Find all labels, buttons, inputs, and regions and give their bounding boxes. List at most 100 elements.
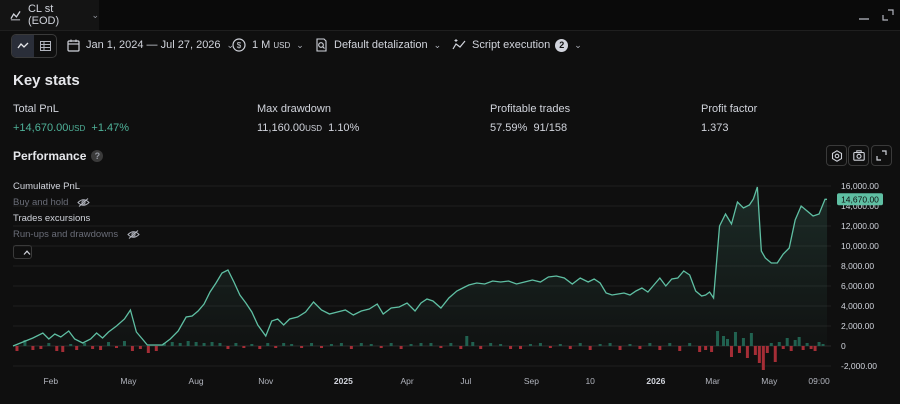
excursion-bar: [379, 346, 383, 348]
excursion-bar: [813, 346, 817, 351]
y-tick-label: 10,000.00: [841, 241, 879, 251]
y-tick-label: 16,000.00: [841, 181, 879, 191]
stat-profit-factor: Profit factor 1.373: [701, 103, 757, 134]
stat-number: +14,670.00: [13, 122, 69, 134]
excursion-bar: [737, 346, 741, 353]
x-tick-label: Mar: [705, 376, 720, 386]
help-icon[interactable]: ?: [91, 150, 104, 162]
excursion-bar: [31, 346, 35, 350]
y-tick-label: 6,000.00: [841, 281, 874, 291]
legend-label: Cumulative PnL: [13, 180, 81, 192]
cumulative-pnl-area: [13, 187, 828, 346]
stat-label: Total PnL: [13, 103, 59, 115]
x-tick-label: 09:00: [808, 376, 830, 386]
excursion-bar: [773, 346, 777, 362]
excursion-bar: [479, 346, 483, 349]
collapse-legend-button[interactable]: [13, 245, 32, 259]
excursion-bar: [226, 346, 230, 349]
detalization-selector[interactable]: Default detalization ⌄: [315, 33, 441, 57]
settings-button[interactable]: [826, 145, 847, 166]
y-tick-label: 14,000.00: [841, 201, 879, 211]
excursion-bar: [801, 346, 805, 350]
excursion-bar: [761, 346, 765, 370]
x-tick-label: Jul: [460, 376, 471, 386]
script-execution-selector[interactable]: Script execution 2 ⌄: [452, 33, 582, 57]
x-tick-label: Feb: [43, 376, 58, 386]
excursion-bar: [146, 346, 150, 353]
x-tick-label: May: [761, 376, 778, 386]
chart-view-button[interactable]: [12, 35, 34, 57]
legend-run-ups-drawdowns[interactable]: Run-ups and drawdowns: [13, 226, 140, 242]
excursion-bar: [745, 346, 749, 358]
excursion-bar: [509, 346, 513, 349]
view-toggle: [11, 34, 57, 58]
excursion-bar: [519, 346, 523, 349]
gear-icon: [831, 149, 842, 162]
chevron-down-icon: ⌄: [433, 39, 442, 50]
magnifier-icon: [316, 38, 327, 52]
stat-total-pnl: Total PnL +14,670.00USD +1.47%: [13, 103, 129, 134]
table-icon: [39, 41, 51, 51]
fullscreen-button[interactable]: [871, 145, 892, 166]
excursion-bar: [39, 346, 43, 349]
excursion-bar: [568, 346, 572, 349]
maximize-icon[interactable]: [882, 9, 894, 21]
line-chart-icon: [10, 10, 21, 21]
stat-value: +14,670.00USD +1.47%: [13, 122, 129, 134]
excursion-bar: [349, 346, 353, 349]
legend-trades-excursions[interactable]: Trades excursions: [13, 210, 140, 226]
legend-buy-and-hold[interactable]: Buy and hold: [13, 194, 140, 210]
excursion-bar: [781, 346, 785, 349]
stat-currency: USD: [305, 124, 323, 133]
table-view-button[interactable]: [34, 35, 56, 57]
excursion-bar: [789, 346, 793, 351]
calendar-icon: [67, 39, 80, 52]
toolbar: Jan 1, 2024 — Jul 27, 2026 ⌄ $ 1 M USD ⌄…: [0, 33, 900, 59]
excursion-bar: [658, 346, 662, 350]
excursion-bar: [588, 346, 592, 350]
capital-selector[interactable]: $ 1 M USD ⌄: [232, 33, 304, 57]
cumulative-pnl-line[interactable]: [12, 186, 828, 347]
x-tick-label: Aug: [189, 376, 204, 386]
legend-label: Run-ups and drawdowns: [13, 228, 119, 240]
eye-crossed-icon[interactable]: [127, 229, 140, 239]
stat-value: 57.59% 91/158: [490, 122, 570, 134]
stat-number: 1.373: [701, 122, 729, 134]
y-tick-label: 2,000.00: [841, 321, 874, 331]
last-value-label: 14,670.00: [841, 194, 879, 204]
performance-title-text: Performance: [13, 149, 87, 163]
stat-extra: 91/158: [533, 122, 568, 134]
excursion-bar: [757, 346, 761, 363]
y-tick-label: 4,000.00: [841, 301, 874, 311]
legend-cumulative-pnl[interactable]: Cumulative PnL: [13, 178, 140, 194]
tab-title: CL st (EOD): [27, 3, 60, 27]
chevron-up-icon: [23, 249, 31, 255]
legend-label: Trades excursions: [13, 212, 91, 224]
script-count-badge: 2: [555, 38, 569, 52]
x-tick-label: 2025: [334, 376, 353, 386]
top-bar: CL st (EOD) ⌄: [0, 0, 900, 31]
chevron-down-icon: ⌄: [296, 39, 304, 50]
eye-crossed-icon[interactable]: [77, 197, 91, 207]
date-range-selector[interactable]: Jan 1, 2024 — Jul 27, 2026 ⌄: [67, 33, 234, 57]
y-tick-label: 0: [841, 341, 846, 351]
minimize-icon[interactable]: [858, 9, 870, 21]
chevron-down-icon[interactable]: ⌄: [91, 9, 99, 20]
strategy-tab[interactable]: CL st (EOD) ⌄: [0, 0, 99, 30]
key-stats-title: Key stats: [13, 72, 80, 89]
stat-extra: +1.47%: [91, 122, 130, 134]
stat-label: Max drawdown: [257, 103, 331, 115]
excursion-bar: [439, 346, 443, 348]
capital-currency: USD: [273, 40, 291, 50]
chevron-down-icon: ⌄: [574, 39, 582, 50]
excursion-bar: [99, 346, 103, 350]
y-tick-label: -2,000.00: [841, 361, 877, 371]
x-tick-label: 2026: [646, 376, 665, 386]
screenshot-button[interactable]: [848, 145, 869, 166]
excursion-bar: [710, 346, 714, 352]
excursion-bar: [242, 346, 246, 348]
stat-profitable-trades: Profitable trades 57.59% 91/158: [490, 103, 570, 134]
x-tick-label: 10: [585, 376, 595, 386]
excursion-bar: [678, 346, 682, 351]
